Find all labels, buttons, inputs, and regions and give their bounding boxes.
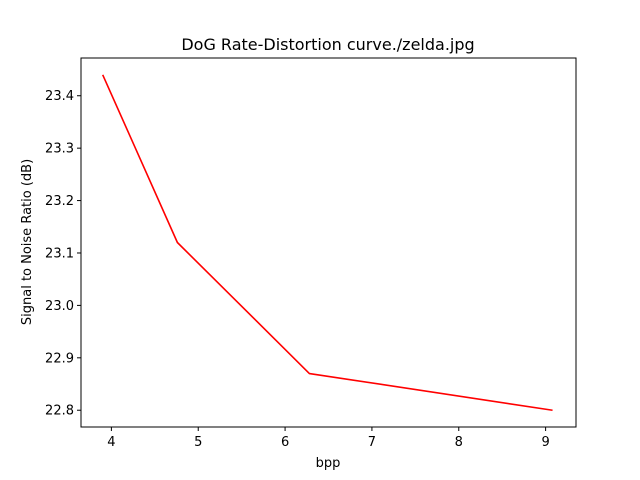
y-tick-label: 23.1	[45, 246, 74, 261]
series-line	[101, 74, 553, 412]
chart-title: DoG Rate-Distortion curve./zelda.jpg	[181, 35, 474, 54]
y-tick-label: 23.3	[45, 142, 74, 157]
y-tick-label: 23.0	[45, 299, 74, 314]
x-tick-label: 4	[107, 435, 115, 450]
plot-frame	[80, 57, 577, 428]
x-tick-label: 5	[194, 435, 202, 450]
y-axis-label: Signal to Noise Ratio (dB)	[20, 159, 35, 325]
y-tick-label: 22.9	[45, 351, 74, 366]
series-layer	[101, 74, 553, 412]
y-tick-label: 22.8	[45, 404, 74, 419]
plot-area: 4 5 6 7 8 9 22.8 22.9 23.0 23.1 23.2 23.3 23.4	[45, 57, 577, 450]
x-tick-label: 6	[281, 435, 289, 450]
y-tick-label: 23.2	[45, 194, 74, 209]
x-tick-label: 8	[455, 435, 463, 450]
x-tick-label: 7	[368, 435, 376, 450]
x-tick-label: 9	[541, 435, 549, 450]
x-axis-ticks: 4 5 6 7 8 9	[107, 427, 550, 450]
x-axis-label: bpp	[316, 456, 341, 471]
y-tick-label: 23.4	[45, 89, 74, 104]
y-axis-ticks: 22.8 22.9 23.0 23.1 23.2 23.3 23.4	[45, 89, 81, 419]
